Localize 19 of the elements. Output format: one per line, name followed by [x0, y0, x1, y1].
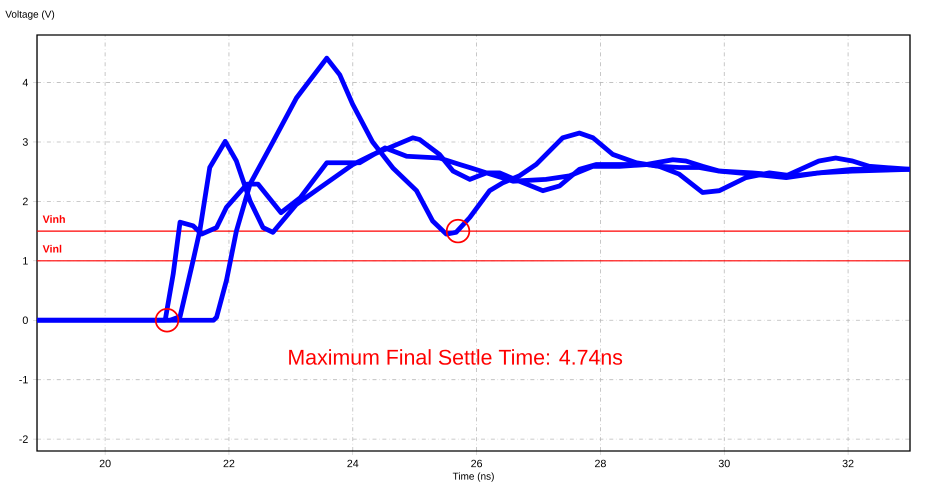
- x-axis-title: Time (ns): [452, 472, 494, 482]
- y-tick-label: 4: [22, 78, 28, 86]
- x-tick-label: 32: [842, 460, 854, 468]
- ref-line-label: Vinl: [42, 244, 62, 253]
- y-tick-label: 2: [22, 198, 28, 206]
- x-tick-label: 26: [471, 460, 482, 468]
- y-tick-label: 3: [22, 138, 28, 146]
- y-tick-label: 1: [23, 257, 28, 264]
- annotation: Maximum Final Settle Time: 4.74ns: [289, 349, 622, 365]
- x-tick-label: 22: [224, 460, 234, 468]
- y-tick-label: 0: [22, 316, 28, 324]
- x-tick-label: 28: [595, 460, 606, 468]
- x-tick-label: 30: [718, 460, 730, 468]
- y-axis-title: Voltage (V): [5, 10, 54, 20]
- y-tick-label: -1: [19, 376, 28, 384]
- x-tick-label: 24: [347, 460, 358, 468]
- ref-line-label: Vinh: [42, 215, 65, 223]
- x-tick-label: 20: [100, 460, 111, 468]
- y-tick-label: -2: [19, 435, 28, 443]
